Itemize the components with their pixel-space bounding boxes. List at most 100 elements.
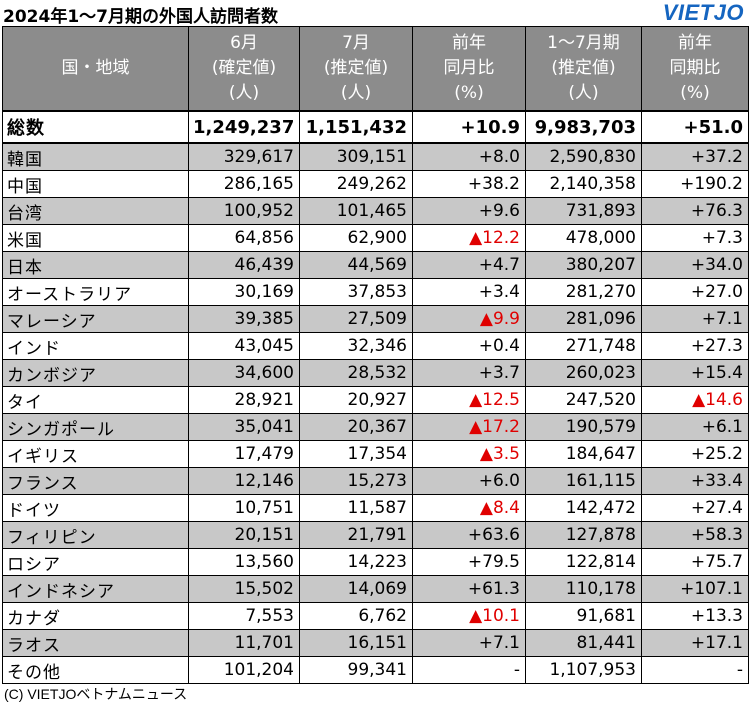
yoy-period-value: - <box>641 656 749 684</box>
ytd-value: 260,023 <box>525 359 642 387</box>
yoy-month-value: +4.7 <box>412 251 526 279</box>
total-label: 総数 <box>2 110 189 144</box>
table-row: 韓国 329,617 309,151 +8.0 2,590,830 +37.2 <box>2 142 749 171</box>
ytd-value: 731,893 <box>525 197 642 225</box>
table-row: 米国 64,856 62,900 ▲12.2 478,000 +7.3 <box>2 224 749 252</box>
table-row: 日本 46,439 44,569 +4.7 380,207 +34.0 <box>2 251 749 279</box>
header-line: (%) <box>454 83 484 103</box>
table-row: インドネシア 15,502 14,069 +61.3 110,178 +107.1 <box>2 575 749 603</box>
july-value: 309,151 <box>299 142 413 171</box>
table-row: オーストラリア 30,169 37,853 +3.4 281,270 +27.0 <box>2 278 749 306</box>
ytd-value: 281,096 <box>525 305 642 333</box>
table-row: イギリス 17,479 17,354 ▲3.5 184,647 +25.2 <box>2 440 749 468</box>
june-value: 10,751 <box>188 494 300 522</box>
table-row: カンボジア 34,600 28,532 +3.7 260,023 +15.4 <box>2 359 749 387</box>
yoy-period-value: +25.2 <box>641 440 749 468</box>
total-july: 1,151,432 <box>299 110 413 144</box>
july-value: 20,927 <box>299 386 413 414</box>
header-line: (人) <box>340 83 372 103</box>
country-name: フランス <box>2 467 189 495</box>
june-value: 28,921 <box>188 386 300 414</box>
header-line: (推定値) <box>551 58 616 78</box>
total-yoy-month: +10.9 <box>412 110 526 144</box>
header-line: 1～7月期 <box>547 33 620 53</box>
yoy-period-value: +7.3 <box>641 224 749 252</box>
country-name: オーストラリア <box>2 278 189 306</box>
country-name: ラオス <box>2 629 189 657</box>
yoy-period-value: +190.2 <box>641 170 749 198</box>
country-name: インドネシア <box>2 575 189 603</box>
ytd-value: 190,579 <box>525 413 642 441</box>
ytd-value: 281,270 <box>525 278 642 306</box>
yoy-period-value: +6.1 <box>641 413 749 441</box>
country-name: ロシア <box>2 548 189 576</box>
june-value: 13,560 <box>188 548 300 576</box>
country-name: マレーシア <box>2 305 189 333</box>
ytd-value: 2,590,830 <box>525 142 642 171</box>
july-value: 21,791 <box>299 521 413 549</box>
ytd-value: 127,878 <box>525 521 642 549</box>
country-name: その他 <box>2 656 189 684</box>
yoy-period-value: +27.4 <box>641 494 749 522</box>
ytd-value: 380,207 <box>525 251 642 279</box>
header-line: 7月 <box>342 33 370 53</box>
july-value: 37,853 <box>299 278 413 306</box>
june-value: 34,600 <box>188 359 300 387</box>
country-name: シンガポール <box>2 413 189 441</box>
table-row: ドイツ 10,751 11,587 ▲8.4 142,472 +27.4 <box>2 494 749 522</box>
table-row: カナダ 7,553 6,762 ▲10.1 91,681 +13.3 <box>2 602 749 630</box>
june-value: 20,151 <box>188 521 300 549</box>
ytd-value: 122,814 <box>525 548 642 576</box>
yoy-month-value: +6.0 <box>412 467 526 495</box>
yoy-month-value: - <box>412 656 526 684</box>
june-value: 46,439 <box>188 251 300 279</box>
yoy-period-value: +37.2 <box>641 142 749 171</box>
header-line: (推定値) <box>323 58 389 78</box>
yoy-month-value: +79.5 <box>412 548 526 576</box>
table-body: 総数 1,249,237 1,151,432 +10.9 9,983,703 +… <box>2 110 749 684</box>
july-value: 99,341 <box>299 656 413 684</box>
vietjo-logo: VIETJO <box>662 0 744 25</box>
june-value: 7,553 <box>188 602 300 630</box>
ytd-value: 161,115 <box>525 467 642 495</box>
header-line: 6月 <box>230 33 258 53</box>
june-value: 101,204 <box>188 656 300 684</box>
visitor-table: 国・地域 6月 (確定値) (人) 7月 (推定値) (人) 前年 同月比 (%) 1～7月… <box>2 26 749 684</box>
table-row: 台湾 100,952 101,465 +9.6 731,893 +76.3 <box>2 197 749 225</box>
header-line: 国・地域 <box>61 58 130 78</box>
yoy-month-value: ▲17.2 <box>412 413 526 441</box>
ytd-value: 184,647 <box>525 440 642 468</box>
july-value: 16,151 <box>299 629 413 657</box>
table-row: ラオス 11,701 16,151 +7.1 81,441 +17.1 <box>2 629 749 657</box>
yoy-period-value: +15.4 <box>641 359 749 387</box>
ytd-value: 81,441 <box>525 629 642 657</box>
july-value: 14,223 <box>299 548 413 576</box>
ytd-value: 271,748 <box>525 332 642 360</box>
june-value: 100,952 <box>188 197 300 225</box>
country-name: 台湾 <box>2 197 189 225</box>
table-row: フィリピン 20,151 21,791 +63.6 127,878 +58.3 <box>2 521 749 549</box>
june-value: 11,701 <box>188 629 300 657</box>
country-name: 韓国 <box>2 142 189 171</box>
yoy-month-value: +0.4 <box>412 332 526 360</box>
yoy-month-value: +38.2 <box>412 170 526 198</box>
copyright-footer: (C) VIETJOベトナムニュース <box>4 686 188 702</box>
total-ytd: 9,983,703 <box>525 110 642 144</box>
table-row: タイ 28,921 20,927 ▲12.5 247,520 ▲14.6 <box>2 386 749 414</box>
table-row: シンガポール 35,041 20,367 ▲17.2 190,579 +6.1 <box>2 413 749 441</box>
yoy-month-value: ▲12.2 <box>412 224 526 252</box>
yoy-month-value: +63.6 <box>412 521 526 549</box>
june-value: 12,146 <box>188 467 300 495</box>
july-value: 249,262 <box>299 170 413 198</box>
country-name: インド <box>2 332 189 360</box>
yoy-period-value: +27.0 <box>641 278 749 306</box>
june-value: 43,045 <box>188 332 300 360</box>
july-value: 17,354 <box>299 440 413 468</box>
header-line: 前年 <box>452 33 486 53</box>
yoy-period-value: +13.3 <box>641 602 749 630</box>
yoy-month-value: ▲8.4 <box>412 494 526 522</box>
yoy-month-value: ▲3.5 <box>412 440 526 468</box>
table-row: ロシア 13,560 14,223 +79.5 122,814 +75.7 <box>2 548 749 576</box>
header-country: 国・地域 <box>2 26 189 112</box>
country-name: 米国 <box>2 224 189 252</box>
